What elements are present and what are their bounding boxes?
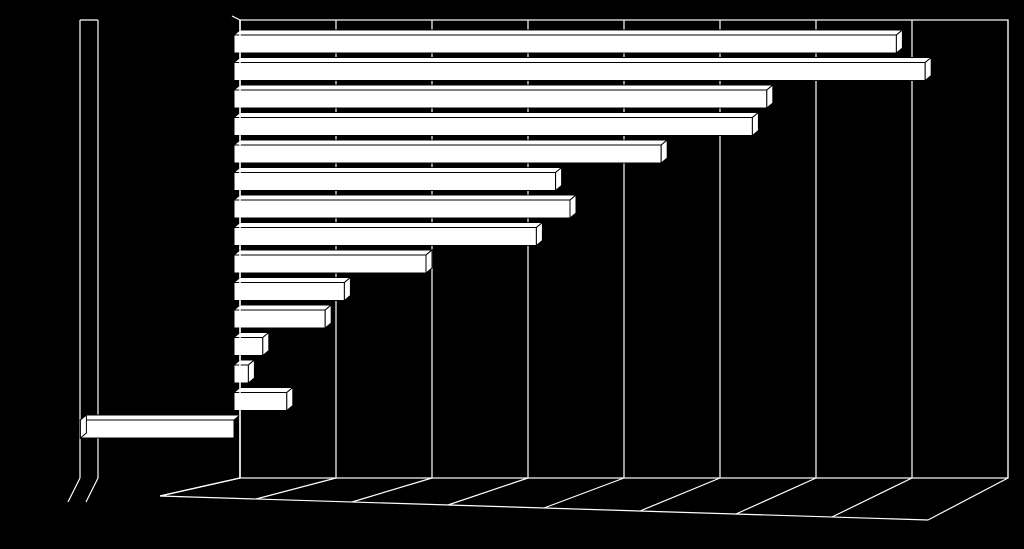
bar: [234, 360, 254, 383]
bar: [234, 85, 773, 108]
bar: [234, 113, 758, 136]
bar: [234, 250, 432, 273]
bar-chart-3d: [0, 0, 1024, 549]
bar: [234, 30, 902, 53]
bar: [234, 195, 576, 218]
bar: [234, 305, 331, 328]
bar: [234, 333, 269, 356]
bar: [234, 388, 293, 411]
bar: [234, 168, 562, 191]
bar: [234, 223, 542, 246]
bar: [234, 278, 350, 301]
bar: [234, 140, 667, 163]
bar: [234, 58, 931, 81]
bar: [80, 415, 240, 438]
